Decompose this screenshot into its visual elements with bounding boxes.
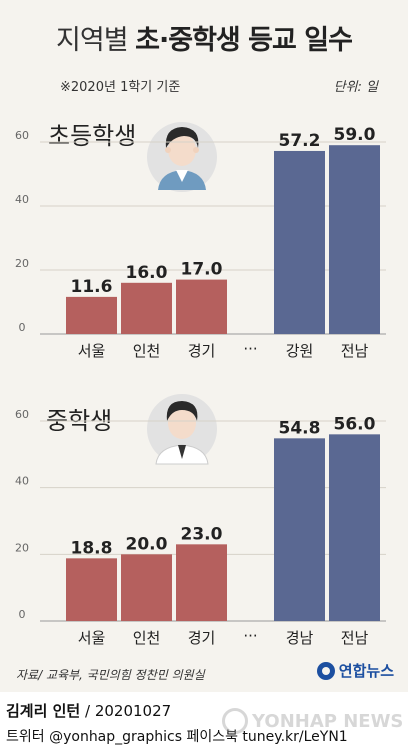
basis-note: ※2020년 1학기 기준: [60, 80, 181, 95]
category-label: 강원: [286, 342, 314, 360]
y-tick-label: 40: [15, 193, 29, 206]
student-boy-icon: [147, 122, 217, 192]
watermark-logo-icon: [222, 708, 248, 734]
watermark: YONHAP NEWS: [222, 708, 403, 734]
ellipsis: ···: [243, 340, 257, 358]
yonhap-logo: 연합뉴스: [316, 660, 394, 681]
student-middle-icon: [147, 394, 217, 465]
y-tick-label: 0: [19, 321, 26, 334]
chart-title: 초등학생: [48, 122, 136, 150]
data-label: 20.0: [126, 534, 168, 554]
logo-text: 연합뉴스: [338, 662, 394, 680]
data-label: 54.8: [279, 418, 321, 438]
bar: [121, 554, 172, 621]
data-label: 11.6: [71, 277, 113, 297]
category-label: 인천: [133, 629, 161, 647]
category-label: 인천: [133, 342, 161, 360]
data-label: 17.0: [181, 260, 223, 280]
bar: [66, 558, 117, 621]
category-label: 경남: [286, 629, 314, 647]
bar: [274, 438, 325, 621]
bar: [329, 145, 380, 334]
title-prefix: 지역별: [56, 25, 136, 56]
title-main: 초·중학생 등교 일수: [135, 25, 353, 56]
category-label: 전남: [341, 342, 369, 360]
credit-bar: [0, 692, 408, 750]
y-tick-label: 40: [15, 475, 29, 488]
data-label: 56.0: [334, 414, 376, 434]
y-tick-label: 0: [19, 608, 26, 621]
data-label: 23.0: [181, 524, 223, 544]
source-note: 자료/ 교육부, 국민의힘 정찬민 의원실: [16, 668, 205, 682]
yonhap-logo-icon: [316, 661, 335, 680]
credit-name: 김계리 인턴: [6, 702, 81, 720]
category-label: 서울: [78, 342, 106, 360]
elementary-chart: 초등학생 0 20 40 60 11.6 서울 16.0 인천 17.0 경기 57.2 강원 59.…: [15, 122, 386, 360]
data-label: 16.0: [126, 263, 168, 283]
social-line: 트위터 @yonhap_graphics 페이스북 tuney.kr/LeYN1: [6, 729, 348, 745]
category-label: 경기: [188, 342, 216, 360]
bar: [176, 544, 227, 621]
category-label: 서울: [78, 629, 106, 647]
data-label: 57.2: [279, 131, 321, 151]
y-tick-label: 60: [15, 129, 29, 142]
page-title: 지역별 초·중학생 등교 일수: [0, 18, 408, 57]
bar: [274, 150, 325, 334]
category-label: 경기: [188, 629, 216, 647]
y-tick-label: 20: [15, 541, 29, 554]
bar: [66, 296, 117, 334]
bar: [176, 279, 227, 334]
bar: [329, 434, 380, 621]
category-label: 전남: [341, 629, 369, 647]
bar: [121, 282, 172, 334]
unit-note: 단위: 일: [333, 80, 378, 95]
watermark-text: YONHAP NEWS: [252, 710, 404, 732]
ellipsis: ···: [243, 627, 257, 645]
credit-date: / 20201027: [80, 702, 172, 720]
credit-line: 김계리 인턴 / 20201027: [6, 700, 171, 721]
data-label: 59.0: [334, 125, 376, 145]
y-tick-label: 60: [15, 408, 29, 421]
y-tick-label: 20: [15, 257, 29, 270]
data-label: 18.8: [71, 538, 113, 558]
